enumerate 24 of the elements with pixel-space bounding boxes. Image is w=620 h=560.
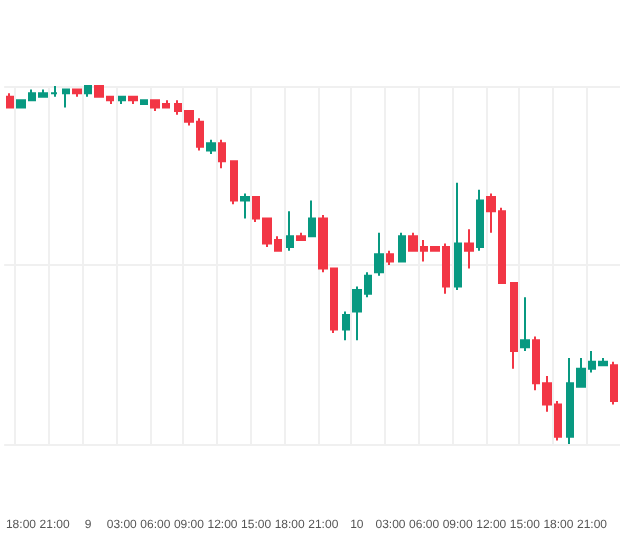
candlestick: [296, 231, 306, 241]
candlestick: [520, 296, 530, 352]
candlestick: [206, 138, 216, 156]
candlestick: [374, 231, 384, 277]
candlestick: [610, 360, 618, 406]
candlestick: [118, 95, 126, 105]
candlestick: [84, 85, 92, 98]
candlestick: [454, 181, 462, 292]
candlestick: [6, 92, 14, 109]
candlestick: [342, 310, 350, 342]
candlestick: [62, 88, 70, 109]
candlestick: [398, 231, 406, 263]
candlestick: [386, 249, 394, 266]
candlestick: [128, 95, 138, 105]
candlestick: [510, 281, 518, 370]
candlestick: [476, 188, 484, 252]
candlestick: [308, 199, 316, 238]
candlestick: [72, 88, 82, 98]
candlestick: [230, 160, 238, 206]
candlestick: [286, 210, 294, 252]
candlestick: [464, 228, 474, 270]
candlestick: [218, 138, 226, 170]
candlestick: [140, 99, 148, 105]
candlestick: [240, 192, 250, 220]
